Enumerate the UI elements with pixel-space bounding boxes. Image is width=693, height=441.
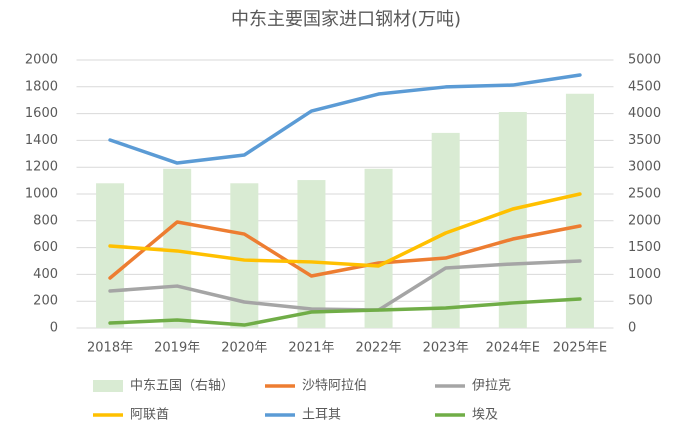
y-tick-label: 600 [33, 240, 58, 255]
bar [297, 180, 326, 328]
y-tick-label: 200 [33, 294, 58, 309]
y2-tick-label: 2500 [628, 187, 661, 202]
legend-label: 土耳其 [302, 408, 341, 423]
bar [498, 111, 527, 328]
bar [96, 183, 125, 328]
y2-tick-label: 1500 [628, 240, 661, 255]
x-tick-label: 2020年 [221, 341, 267, 356]
y-tick-label: 800 [33, 213, 58, 228]
y2-tick-label: 0 [628, 321, 636, 336]
line [108, 192, 582, 268]
x-tick-label: 2021年 [288, 341, 334, 356]
y2-tick-label: 4500 [628, 79, 661, 94]
x-tick-label: 2025年E [553, 341, 607, 356]
legend-label: 中东五国（右轴） [130, 379, 234, 394]
y2-tick-label: 5000 [628, 53, 661, 68]
x-tick-label: 2022年 [356, 341, 402, 356]
legend-swatch [93, 380, 123, 392]
y-tick-label: 1600 [25, 106, 58, 121]
y2-tick-label: 2000 [628, 213, 661, 228]
legend-label: 埃及 [472, 408, 498, 423]
legend-label: 沙特阿拉伯 [302, 379, 367, 394]
bar [230, 183, 259, 328]
y2-tick-label: 4000 [628, 106, 661, 121]
y-tick-label: 1800 [25, 79, 58, 94]
x-tick-label: 2024年E [486, 341, 540, 356]
y-tick-label: 0 [50, 321, 58, 336]
y2-tick-label: 3000 [628, 160, 661, 175]
x-tick-label: 2023年 [423, 341, 469, 356]
y2-tick-label: 3500 [628, 133, 661, 148]
x-tick-label: 2019年 [154, 341, 200, 356]
y-tick-label: 1400 [25, 133, 58, 148]
y-tick-label: 2000 [25, 53, 58, 68]
line [108, 220, 582, 280]
y2-tick-label: 1000 [628, 267, 661, 282]
legend-label: 伊拉克 [472, 379, 511, 394]
bar [364, 168, 393, 328]
legend-label: 阿联酋 [130, 407, 169, 423]
bar [163, 168, 192, 328]
line [108, 297, 582, 327]
x-tick-label: 2018年 [87, 341, 133, 356]
y-tick-label: 400 [33, 267, 58, 282]
line [108, 73, 582, 165]
chart-title: 中东主要国家进口钢材(万吨) [231, 9, 461, 30]
y-tick-label: 1200 [25, 160, 58, 175]
y2-tick-label: 500 [628, 294, 653, 309]
bar [565, 93, 594, 328]
y-tick-label: 1000 [25, 187, 58, 202]
